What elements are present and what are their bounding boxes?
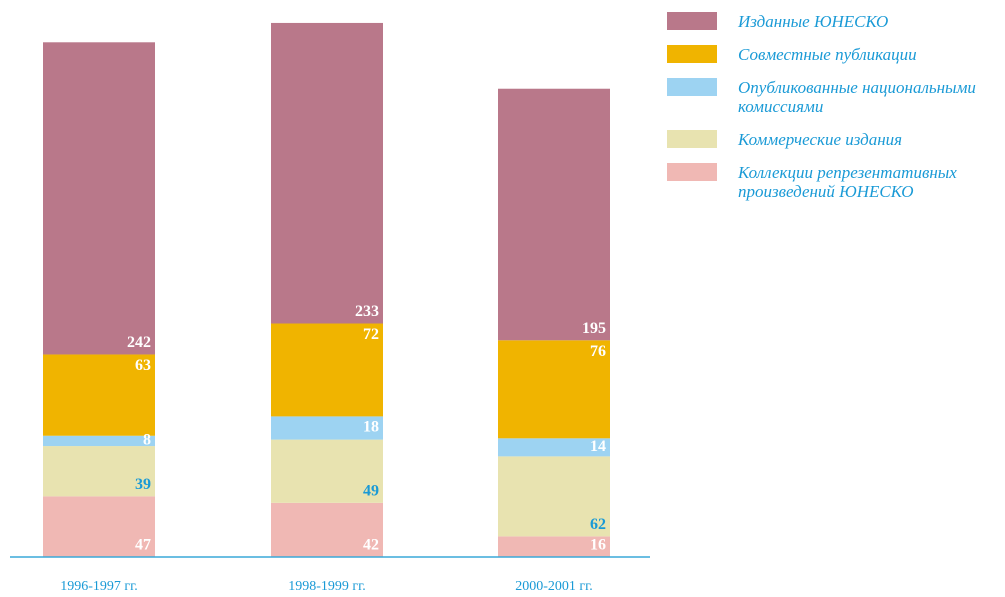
value-label: 8	[143, 432, 151, 449]
legend-item: Коммерческие издания	[667, 130, 1005, 149]
value-label: 42	[363, 537, 379, 554]
bar-segment	[271, 323, 383, 417]
x-tick-label: 1998-1999 гг.	[288, 579, 366, 594]
legend-label: Изданные ЮНЕСКО	[738, 12, 889, 31]
legend-item: Изданные ЮНЕСКО	[667, 12, 1005, 31]
legend-label: Коллекции репрезентативных произведений …	[738, 163, 957, 201]
value-label: 18	[363, 419, 379, 436]
legend-item: Опубликованные национальными комиссиями	[667, 78, 1005, 116]
bar-segment	[271, 22, 383, 324]
bar-segment	[271, 502, 383, 557]
value-label: 233	[355, 303, 379, 320]
value-label: 62	[590, 516, 606, 533]
legend-swatch	[667, 78, 717, 96]
value-label: 76	[590, 343, 606, 360]
legend-swatch	[667, 45, 717, 63]
bar-segment	[498, 438, 610, 457]
legend-label: Совместные публикации	[738, 45, 917, 64]
bar-segment	[271, 416, 383, 440]
bar-segment	[498, 536, 610, 557]
value-label: 39	[135, 476, 151, 493]
value-label: 49	[363, 482, 379, 499]
value-label: 47	[135, 537, 151, 554]
legend-swatch	[667, 12, 717, 30]
value-label: 16	[590, 537, 606, 554]
x-tick-label: 1996-1997 гг.	[60, 579, 138, 594]
legend-label: Коммерческие издания	[738, 130, 903, 149]
value-label: 242	[127, 334, 151, 351]
value-label: 72	[363, 326, 379, 343]
legend: Изданные ЮНЕСКО Совместные публикации Опуб…	[667, 12, 1005, 215]
bar-segment	[498, 456, 610, 537]
bar-segment	[43, 354, 155, 436]
legend-swatch	[667, 130, 717, 148]
bar-segment	[498, 88, 610, 341]
bar-segment	[271, 439, 383, 503]
legend-swatch	[667, 163, 717, 181]
x-tick-label: 2000-2001 гг.	[515, 579, 593, 594]
value-label: 195	[582, 320, 606, 337]
legend-label: Опубликованные национальными комиссиями	[738, 78, 976, 116]
bar-segment	[43, 435, 155, 447]
value-label: 63	[135, 357, 151, 374]
bar-segment	[43, 446, 155, 497]
bar-segment	[498, 340, 610, 439]
legend-item: Совместные публикации	[667, 45, 1005, 64]
legend-item: Коллекции репрезентативных произведений …	[667, 163, 1005, 201]
value-label: 14	[590, 438, 606, 455]
bar-segment	[43, 42, 155, 355]
bar-segment	[43, 496, 155, 557]
